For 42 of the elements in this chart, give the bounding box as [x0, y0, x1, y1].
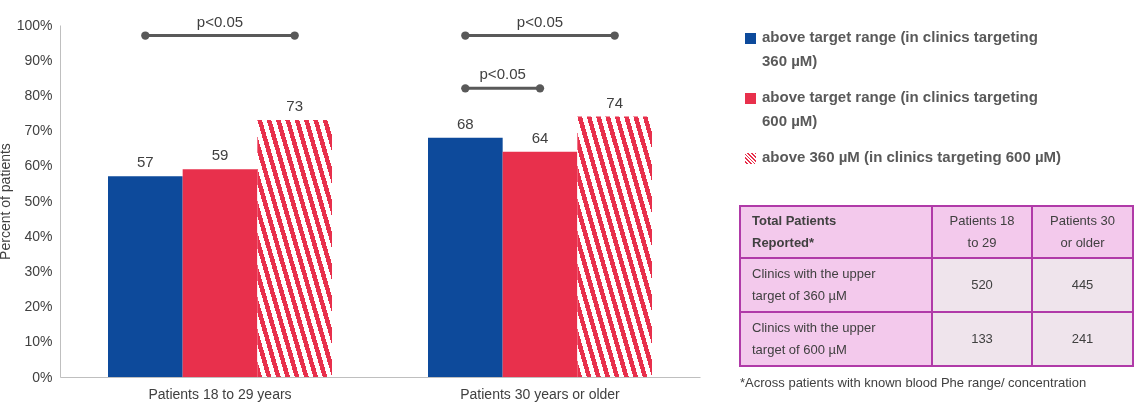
- text: Patients 18 to 29: [949, 213, 1015, 250]
- y-tick-label: 70%: [24, 122, 53, 139]
- x-tick-label: Patients 30 years or older: [460, 385, 621, 402]
- y-tick-label: 10%: [24, 333, 53, 350]
- y-tick-label: 100%: [16, 16, 53, 33]
- bar: [577, 116, 652, 377]
- text: Clinics with the upper target of 600 µM: [752, 320, 877, 357]
- y-tick-label: 30%: [24, 262, 53, 279]
- y-axis-title: Percent of patients: [0, 143, 13, 260]
- bar: [428, 137, 503, 377]
- data-label: 57: [136, 153, 154, 171]
- annotation: p<0.05: [516, 12, 564, 30]
- bar: [502, 151, 578, 377]
- legend-label: above 360 µM (in clinics targeting 600 µM): [762, 148, 1062, 165]
- text: Patients 30 or older: [1049, 213, 1116, 250]
- text: 445: [1071, 277, 1094, 292]
- y-tick-label: 50%: [24, 192, 53, 209]
- text: Clinics with the upper target of 360 µM: [752, 266, 877, 303]
- y-tick-label: 0%: [32, 368, 53, 385]
- text: 241: [1071, 331, 1094, 346]
- bar: [257, 120, 332, 377]
- y-tick-label: 80%: [24, 86, 53, 103]
- annotation: p<0.05: [196, 12, 244, 30]
- y-tick-label: 20%: [24, 298, 53, 315]
- data-label: 68: [456, 114, 474, 132]
- x-tick-label: Patients 18 to 29 years: [148, 385, 292, 402]
- text: Total Patients Reported*: [752, 213, 837, 250]
- data-label: 64: [531, 128, 549, 146]
- legend-label: above target range (in clinics targeting 360 µM): [762, 28, 1038, 69]
- text: *Across patients with known blood Phe range/ concentration: [740, 375, 1087, 390]
- text: 133: [971, 331, 993, 346]
- text: 520: [971, 277, 993, 292]
- y-tick-label: 90%: [24, 51, 53, 68]
- y-tick-label: 60%: [24, 157, 53, 174]
- legend-label: above target range (in clinics targeting 600 µM): [762, 88, 1038, 129]
- data-label: 74: [606, 93, 624, 111]
- bar: [108, 176, 183, 377]
- annotation: p<0.05: [479, 65, 526, 83]
- bar: [182, 169, 258, 377]
- data-label: 73: [286, 97, 304, 115]
- y-tick-label: 40%: [24, 227, 53, 244]
- data-label: 59: [211, 146, 229, 164]
